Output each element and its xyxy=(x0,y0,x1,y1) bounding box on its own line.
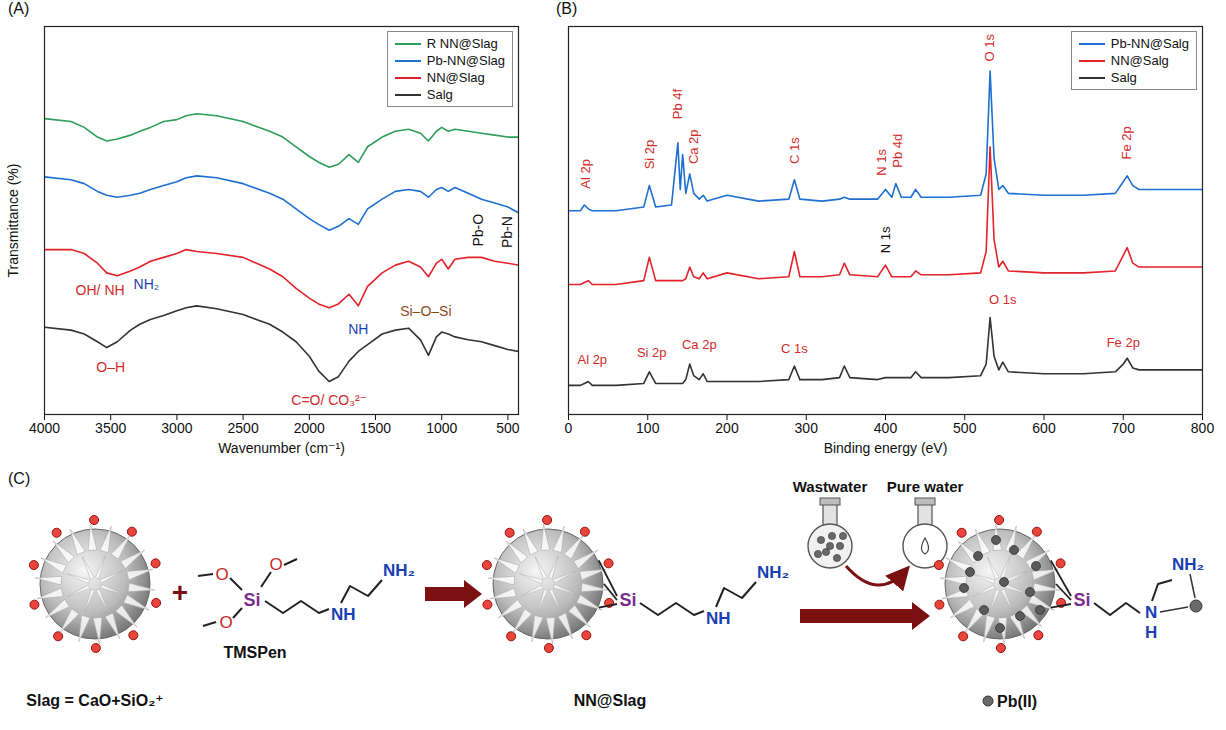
svg-text:O: O xyxy=(269,555,282,574)
svg-text:OH/ NH: OH/ NH xyxy=(76,282,125,298)
svg-text:N 1s: N 1s xyxy=(874,148,889,175)
svg-text:Fe 2p: Fe 2p xyxy=(1107,335,1140,350)
svg-text:Slag = CaO+SiO₂⁺: Slag = CaO+SiO₂⁺ xyxy=(26,692,163,709)
svg-text:Al 2p: Al 2p xyxy=(577,352,607,367)
html-text:R NN@Slag: R NN@Slag xyxy=(426,36,498,51)
svg-text:Ca 2p: Ca 2p xyxy=(682,337,717,352)
svg-text:Transmittance (%): Transmittance (%) xyxy=(5,164,21,278)
svg-text:NH₂: NH₂ xyxy=(1172,555,1204,574)
svg-text:C 1s: C 1s xyxy=(781,341,808,356)
svg-text:O 1s: O 1s xyxy=(989,292,1017,307)
html-text:(A): (A) xyxy=(8,0,30,17)
svg-text:Binding energy (eV): Binding energy (eV) xyxy=(824,440,948,456)
svg-text:NH: NH xyxy=(348,321,368,337)
svg-text:Si 2p: Si 2p xyxy=(637,345,667,360)
svg-text:N 1s: N 1s xyxy=(878,226,893,253)
svg-text:O–H: O–H xyxy=(96,359,125,375)
svg-text:4000: 4000 xyxy=(29,420,60,436)
svg-text:1000: 1000 xyxy=(426,420,457,436)
svg-text:100: 100 xyxy=(636,420,660,436)
svg-text:Wastwater: Wastwater xyxy=(793,478,868,495)
svg-text:1500: 1500 xyxy=(360,420,391,436)
html-text:NN@Slag: NN@Slag xyxy=(426,70,485,85)
html-text:Salg: Salg xyxy=(1110,70,1137,85)
html-text:Pb-NN@Salg: Pb-NN@Salg xyxy=(1110,36,1189,51)
svg-text:Fe 2p: Fe 2p xyxy=(1119,126,1134,159)
html-text:NN@Salg: NN@Salg xyxy=(1110,53,1169,68)
svg-text:200: 200 xyxy=(715,420,739,436)
svg-text:0: 0 xyxy=(565,420,573,436)
svg-text:3500: 3500 xyxy=(95,420,126,436)
html-text:(B): (B) xyxy=(556,0,578,17)
svg-text:Pure water: Pure water xyxy=(887,478,964,495)
svg-text:Al 2p: Al 2p xyxy=(578,159,593,189)
svg-text:Ca 2p: Ca 2p xyxy=(686,129,701,164)
svg-text:NH₂: NH₂ xyxy=(134,276,160,292)
svg-text:+: + xyxy=(172,577,188,608)
svg-text:O: O xyxy=(215,565,228,584)
svg-text:Si: Si xyxy=(619,590,636,610)
svg-text:400: 400 xyxy=(874,420,898,436)
svg-text:NH₂: NH₂ xyxy=(383,561,415,580)
svg-text:Pb-N: Pb-N xyxy=(499,216,515,248)
html-text:Pb-NN@Slag: Pb-NN@Slag xyxy=(426,53,505,68)
html-text:Salg: Salg xyxy=(426,87,453,102)
svg-text:3000: 3000 xyxy=(161,420,192,436)
svg-text:Pb 4d: Pb 4d xyxy=(890,134,905,168)
svg-text:Si: Si xyxy=(1073,590,1090,610)
svg-text:O 1s: O 1s xyxy=(982,34,997,62)
svg-text:NH: NH xyxy=(331,605,356,624)
svg-text:(C): (C) xyxy=(8,470,30,487)
svg-text:Si: Si xyxy=(243,590,260,610)
svg-text:NH₂: NH₂ xyxy=(757,563,789,582)
svg-text:500: 500 xyxy=(496,420,520,436)
svg-text:2000: 2000 xyxy=(294,420,325,436)
svg-text:2500: 2500 xyxy=(228,420,259,436)
svg-text:Pb(II): Pb(II) xyxy=(997,693,1037,710)
svg-text:NH: NH xyxy=(706,609,731,628)
svg-text:NN@Slag: NN@Slag xyxy=(574,692,647,709)
svg-text:700: 700 xyxy=(1112,420,1136,436)
svg-text:Pb-O: Pb-O xyxy=(470,214,486,247)
svg-text:C=O/ CO₃²⁻: C=O/ CO₃²⁻ xyxy=(291,392,367,408)
svg-text:600: 600 xyxy=(1032,420,1056,436)
svg-text:N: N xyxy=(1145,603,1157,622)
svg-text:H: H xyxy=(1145,623,1157,642)
svg-text:Si 2p: Si 2p xyxy=(641,140,656,170)
svg-text:300: 300 xyxy=(795,420,819,436)
svg-text:O: O xyxy=(219,613,232,632)
svg-text:800: 800 xyxy=(1191,420,1215,436)
svg-text:Si–O–Si: Si–O–Si xyxy=(400,303,451,319)
svg-text:Wavenumber (cm⁻¹): Wavenumber (cm⁻¹) xyxy=(218,440,345,456)
svg-text:TMSPen: TMSPen xyxy=(223,644,286,661)
svg-text:500: 500 xyxy=(953,420,977,436)
svg-text:C 1s: C 1s xyxy=(787,137,802,164)
svg-text:Pb 4f: Pb 4f xyxy=(670,89,685,120)
